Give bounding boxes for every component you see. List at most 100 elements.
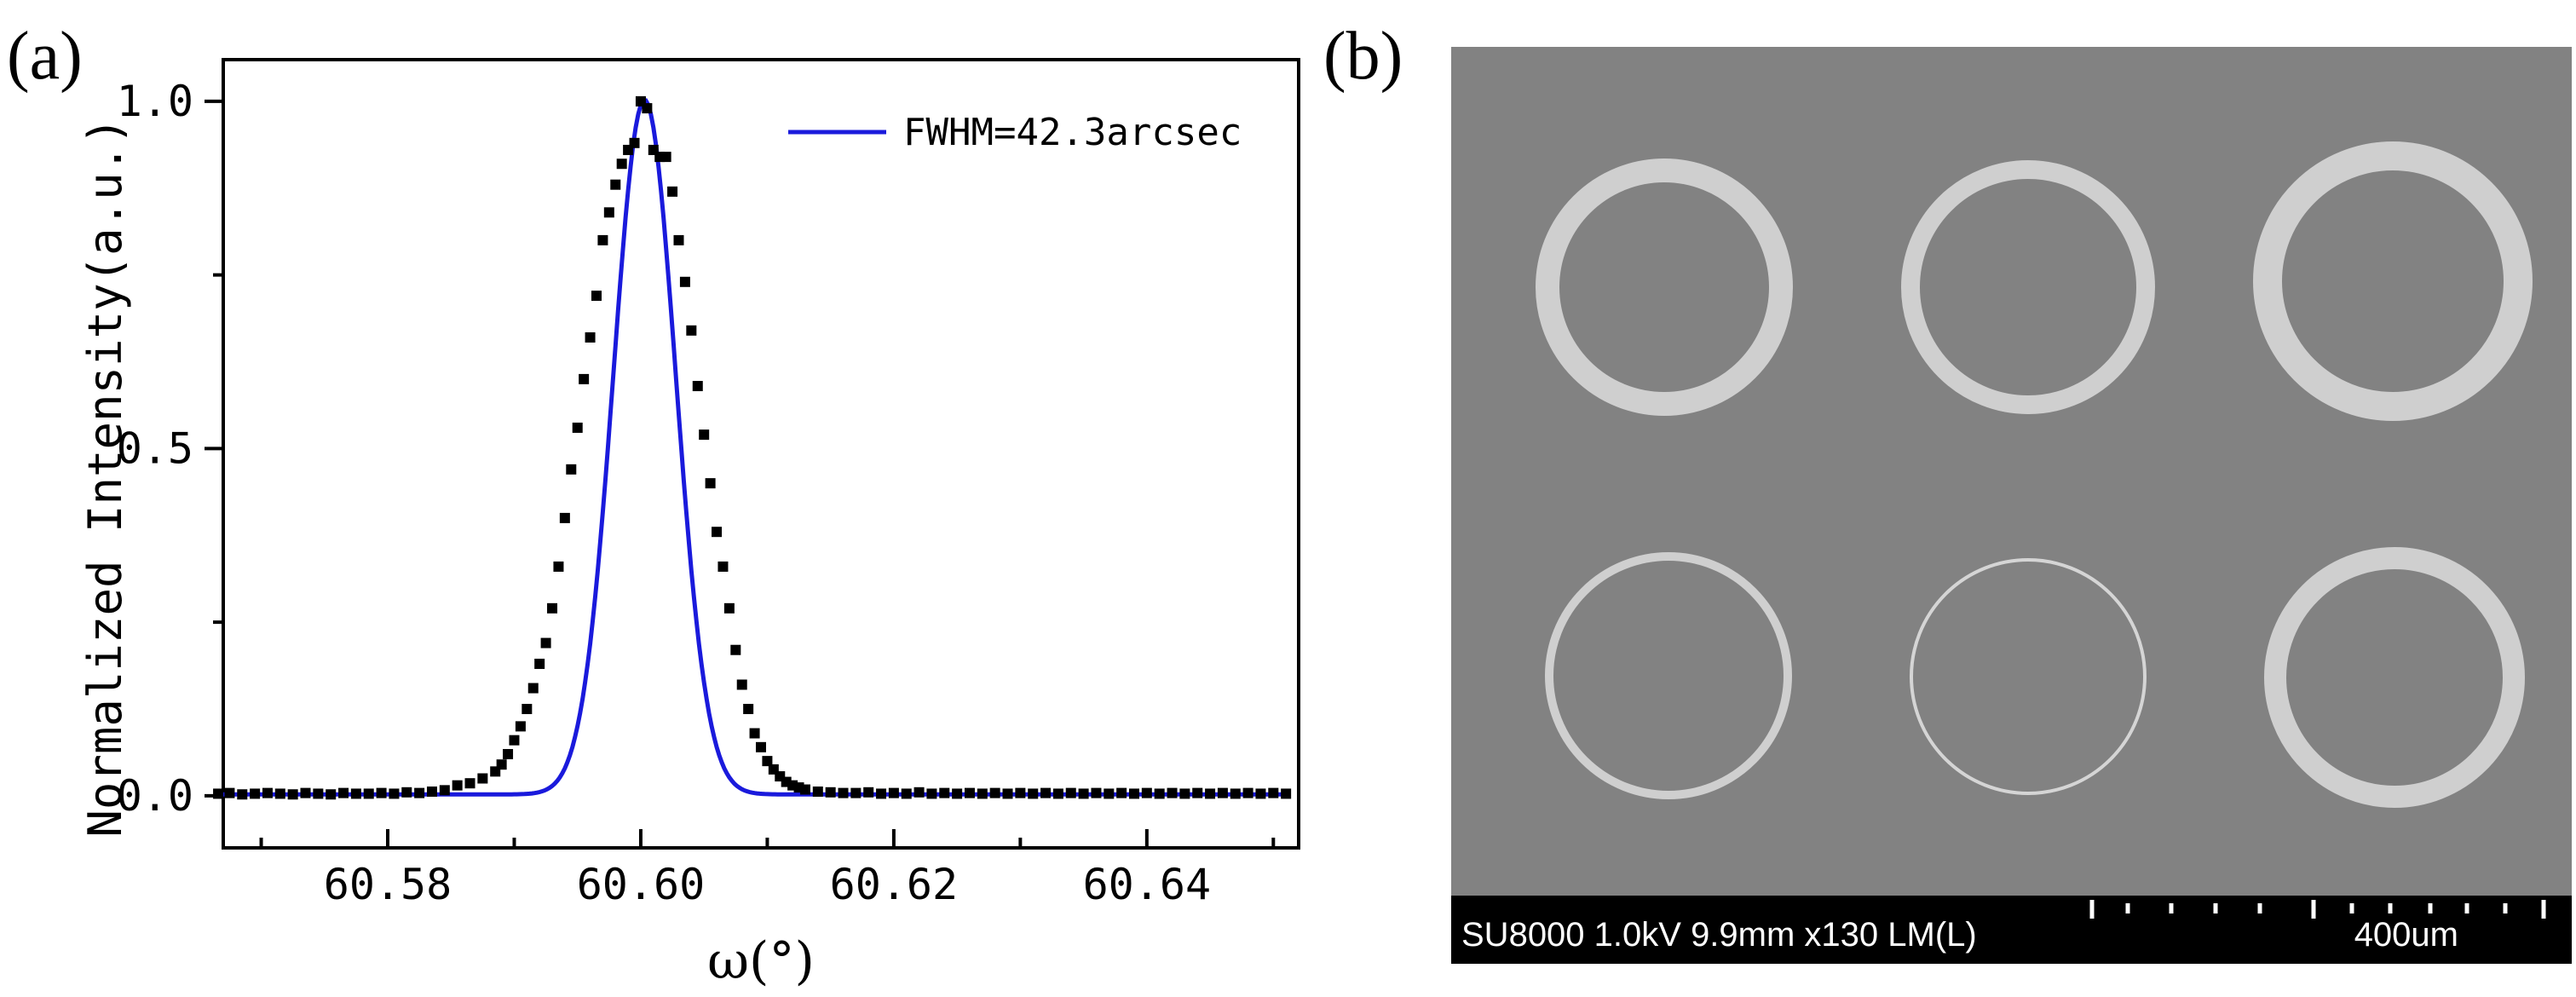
fit-line bbox=[218, 98, 1287, 797]
x-tick-label: 60.58 bbox=[324, 860, 452, 909]
ring-top-right bbox=[2253, 141, 2533, 421]
data-point bbox=[1281, 788, 1292, 799]
data-point bbox=[667, 186, 678, 197]
y-tick-label: 0.0 bbox=[117, 771, 193, 821]
sem-scale-label: 400um bbox=[2354, 916, 2458, 954]
data-point bbox=[989, 787, 1000, 798]
data-point bbox=[1192, 787, 1203, 798]
data-point bbox=[579, 373, 590, 384]
data-point bbox=[1230, 788, 1241, 799]
data-point bbox=[1179, 788, 1190, 799]
data-point bbox=[1104, 788, 1115, 799]
y-axis-label: Normalized Intensity(a.u.) bbox=[78, 117, 132, 837]
data-point bbox=[540, 637, 551, 648]
data-point bbox=[692, 381, 703, 392]
data-point bbox=[414, 787, 425, 798]
data-point bbox=[515, 721, 526, 732]
data-point bbox=[1052, 788, 1063, 799]
data-point bbox=[509, 735, 520, 746]
data-point bbox=[876, 788, 887, 799]
panel-label-a: (a) bbox=[7, 19, 83, 94]
data-point bbox=[749, 728, 760, 739]
data-point bbox=[825, 787, 836, 798]
data-point bbox=[572, 422, 583, 433]
data-point bbox=[926, 788, 937, 799]
plot-frame bbox=[222, 58, 1300, 850]
data-point bbox=[389, 788, 400, 799]
data-point bbox=[534, 659, 545, 670]
data-point bbox=[591, 291, 602, 302]
data-point bbox=[1078, 788, 1089, 799]
ring-top-left bbox=[1536, 158, 1793, 416]
data-point bbox=[812, 786, 823, 797]
data-point bbox=[762, 756, 773, 767]
data-point bbox=[439, 785, 450, 796]
x-tick-label: 60.60 bbox=[577, 860, 706, 909]
data-point bbox=[679, 276, 690, 287]
data-point bbox=[553, 561, 564, 572]
data-point bbox=[262, 787, 273, 798]
data-point bbox=[585, 331, 596, 343]
data-point bbox=[799, 784, 810, 795]
data-point bbox=[1028, 788, 1039, 799]
data-point bbox=[452, 780, 463, 791]
data-point bbox=[1091, 787, 1102, 798]
data-point bbox=[660, 152, 671, 163]
data-point bbox=[1154, 788, 1165, 799]
y-tick-label: 1.0 bbox=[117, 77, 193, 126]
data-point bbox=[213, 788, 224, 799]
data-point bbox=[736, 679, 747, 690]
data-point bbox=[952, 788, 963, 799]
data-point bbox=[1217, 787, 1228, 798]
data-point bbox=[699, 429, 710, 441]
ring-bottom-center bbox=[1910, 558, 2147, 795]
data-point bbox=[363, 788, 374, 799]
data-point bbox=[527, 683, 539, 694]
data-point bbox=[326, 789, 337, 800]
data-point bbox=[913, 787, 925, 798]
data-point bbox=[1128, 788, 1139, 799]
data-point bbox=[287, 789, 298, 800]
x-tick-label: 60.64 bbox=[1083, 860, 1212, 909]
data-point bbox=[616, 158, 627, 170]
data-point bbox=[1116, 787, 1127, 798]
data-point bbox=[705, 478, 716, 489]
sem-caption: SU8000 1.0kV 9.9mm x130 LM(L) bbox=[1461, 916, 1977, 954]
data-point bbox=[566, 464, 577, 475]
data-point bbox=[901, 788, 912, 799]
data-point bbox=[237, 789, 248, 800]
x-tick-label: 60.62 bbox=[830, 860, 959, 909]
data-point bbox=[274, 788, 285, 799]
data-point bbox=[1167, 787, 1178, 798]
data-point bbox=[642, 103, 653, 114]
panel-label-b: (b) bbox=[1323, 19, 1403, 94]
ring-top-center bbox=[1901, 160, 2155, 414]
data-point bbox=[1268, 787, 1279, 798]
ring-bottom-left bbox=[1545, 552, 1792, 799]
data-point bbox=[610, 179, 621, 190]
data-point bbox=[730, 644, 741, 655]
data-point bbox=[1205, 788, 1216, 799]
data-point bbox=[464, 778, 475, 789]
data-point bbox=[496, 759, 507, 770]
data-point bbox=[1065, 787, 1076, 798]
data-point bbox=[313, 788, 324, 799]
y-axis-ticks: 0.0 0.5 1.0 bbox=[117, 77, 223, 821]
data-point bbox=[939, 787, 950, 798]
data-point bbox=[1002, 788, 1013, 799]
data-point bbox=[723, 602, 735, 614]
data-point bbox=[838, 787, 849, 798]
ring-bottom-right bbox=[2264, 547, 2525, 808]
sem-panel: (b) SU8000 1.0kV 9.9mm x130 LM(L) 400um bbox=[1323, 19, 2572, 964]
data-point bbox=[850, 787, 862, 798]
legend: FWHM=42.3arcsec bbox=[788, 111, 1242, 154]
data-point bbox=[1015, 787, 1026, 798]
data-point bbox=[250, 788, 261, 799]
x-axis-ticks: 60.58 60.60 60.62 60.64 bbox=[259, 829, 1276, 909]
data-point bbox=[863, 787, 874, 798]
data-point bbox=[401, 787, 412, 798]
data-point bbox=[426, 786, 437, 797]
scale-bar-ticks bbox=[2089, 900, 2546, 919]
data-point bbox=[686, 325, 697, 336]
